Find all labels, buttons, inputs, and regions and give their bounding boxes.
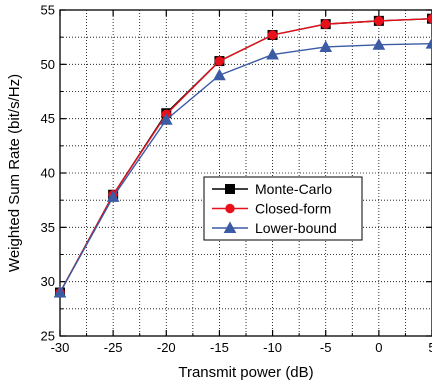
y-axis-label: Weighted Sum Rate (bit/s/Hz) [6, 74, 23, 272]
x-tick-label: -5 [320, 340, 332, 355]
legend-item: Lower-bound [212, 220, 337, 236]
x-tick-label: -25 [104, 340, 123, 355]
legend-label: Lower-bound [255, 220, 337, 236]
x-tick-label: -10 [263, 340, 282, 355]
legend-item: Monte-Carlo [212, 181, 332, 197]
y-tick-label: 50 [41, 57, 55, 72]
data-point [159, 113, 173, 125]
x-axis-label: Transmit power (dB) [178, 364, 313, 381]
data-point [106, 190, 120, 202]
y-tick-label: 35 [41, 220, 55, 235]
x-tick-label: -30 [51, 340, 70, 355]
data-point [321, 19, 331, 29]
y-tick-label: 30 [41, 274, 55, 289]
data-point [425, 37, 432, 49]
data-point [374, 16, 384, 26]
legend-label: Closed-form [255, 201, 331, 217]
legend-label: Monte-Carlo [255, 181, 332, 197]
legend-marker [223, 221, 237, 233]
y-tick-label: 55 [41, 3, 55, 18]
series-line [59, 17, 432, 293]
data-point [213, 68, 226, 81]
y-tick-label: 25 [41, 329, 55, 344]
y-tick-label: 45 [41, 111, 55, 126]
data-point [267, 30, 278, 40]
data-point [214, 56, 225, 66]
x-tick-label: -20 [157, 340, 176, 355]
data-point [372, 38, 386, 50]
data-point [319, 40, 333, 52]
series-line [59, 42, 432, 293]
grid [60, 10, 432, 336]
series [53, 13, 432, 298]
series-line [59, 17, 432, 293]
data-point [427, 13, 432, 24]
series-lower-bound [53, 37, 432, 298]
axes: -30 -25 -20 -15 -10 -5 0 5 25 30 35 40 45 50 55 [41, 3, 432, 355]
legend: Monte-Carlo Closed-form Lower-bound [203, 176, 363, 241]
y-tick-label: 40 [41, 166, 55, 181]
legend-item: Closed-form [212, 201, 331, 217]
data-point [53, 285, 67, 298]
x-tick-label: -15 [210, 340, 229, 355]
x-tick-label: 5 [428, 340, 432, 355]
data-point [266, 48, 279, 60]
legend-marker [225, 203, 235, 214]
legend-marker [225, 184, 235, 194]
x-tick-label: 0 [375, 340, 382, 355]
